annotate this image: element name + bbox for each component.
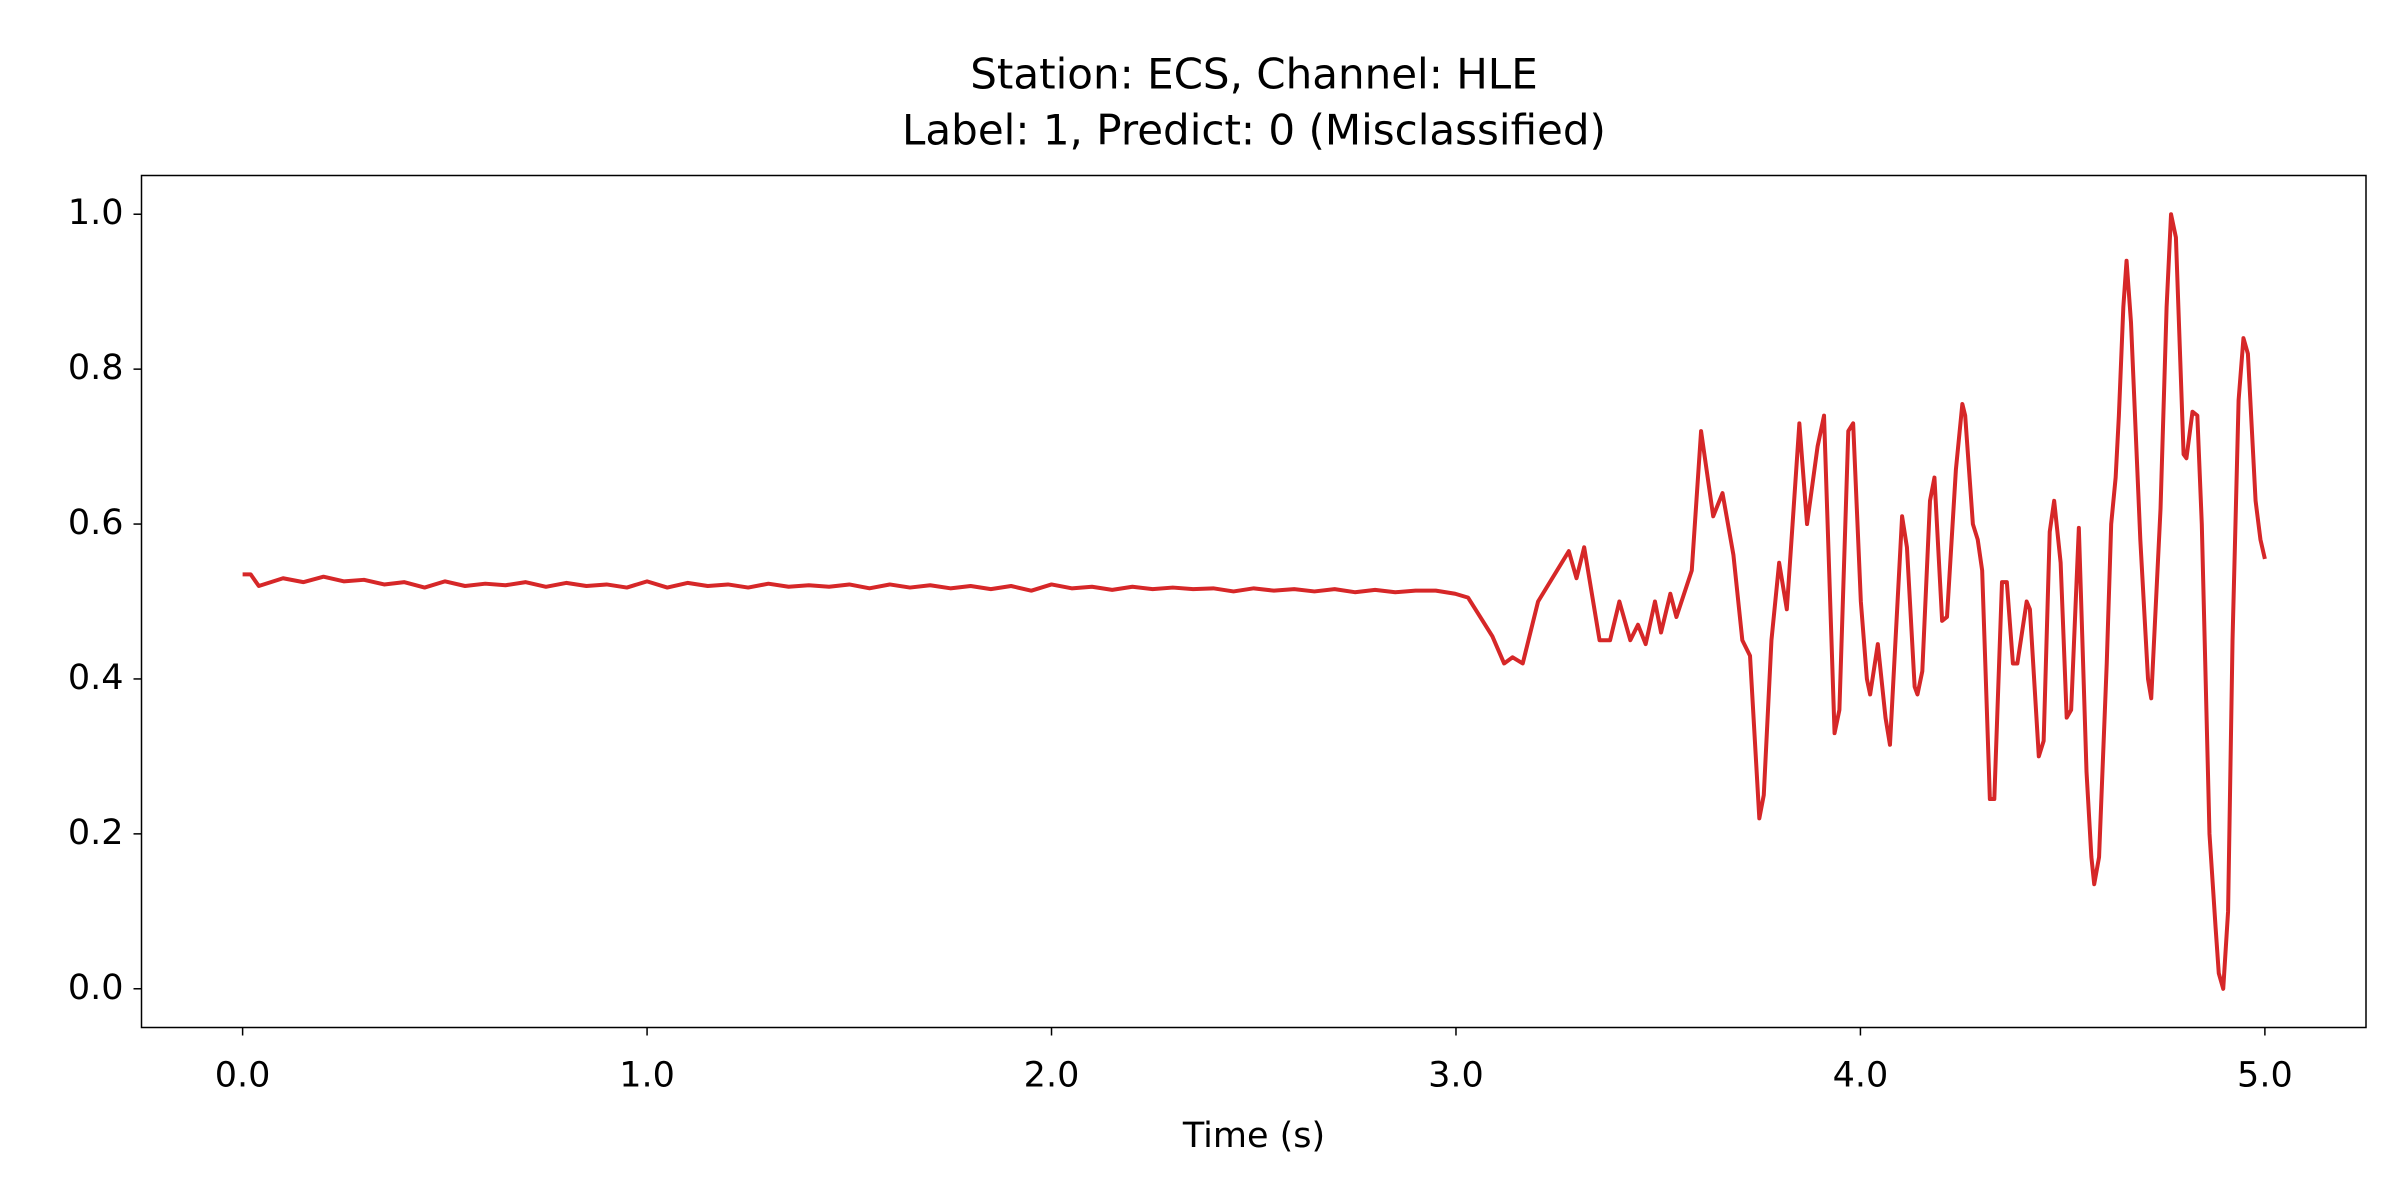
x-tick-label: 5.0 xyxy=(2237,1056,2293,1096)
y-tick-label: 1.0 xyxy=(68,193,124,233)
y-tick-label: 0.4 xyxy=(68,658,124,698)
x-tick-label: 1.0 xyxy=(619,1056,675,1096)
y-tick-label: 0.6 xyxy=(68,503,124,543)
x-tick-label: 2.0 xyxy=(1024,1056,1080,1096)
signal-line xyxy=(242,212,2267,991)
x-axis-label: Time (s) xyxy=(1182,1116,1325,1156)
x-tick-label: 4.0 xyxy=(1833,1056,1889,1096)
y-tick-label: 0.8 xyxy=(68,348,124,388)
x-tick-label: 3.0 xyxy=(1428,1056,1484,1096)
y-tick-label: 0.2 xyxy=(68,813,124,853)
y-tick-label: 0.0 xyxy=(68,968,124,1008)
x-tick-label: 0.0 xyxy=(215,1056,271,1096)
plot-frame xyxy=(140,174,2367,1029)
chart-title: Station: ECS, Channel: HLE xyxy=(970,50,1538,99)
chart-subtitle: Label: 1, Predict: 0 (Misclassified) xyxy=(902,106,1606,155)
